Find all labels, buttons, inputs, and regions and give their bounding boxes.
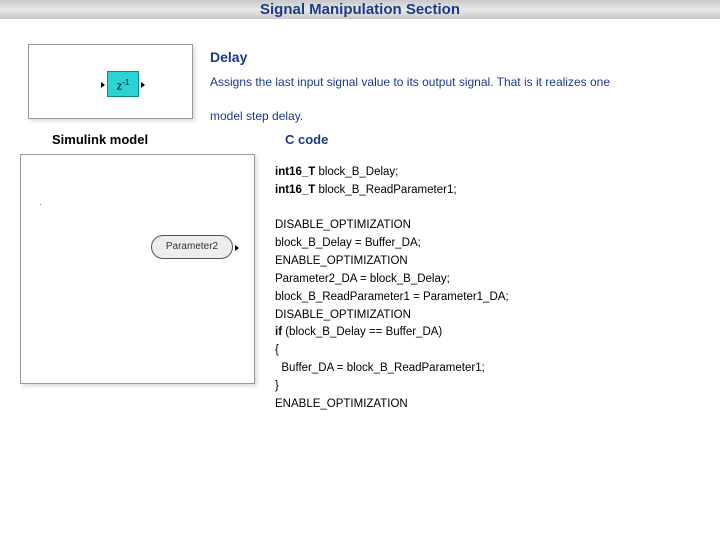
code-line: block_B_ReadParameter1 = Parameter1_DA; [275, 289, 685, 307]
code-text: Parameter2_DA = block_B_Delay; [275, 273, 450, 285]
code-line: int16_T block_B_Delay; [275, 164, 685, 182]
output-port-icon [141, 82, 145, 88]
block-description-2: model step delay. [210, 109, 690, 123]
simulink-diagram-delay: z-1 [28, 44, 193, 119]
code-keyword: int16_T [275, 184, 315, 196]
code-text: block_B_Delay; [315, 166, 398, 178]
block-description-1: Assigns the last input signal value to i… [210, 74, 690, 91]
simulink-model-label: Simulink model [52, 132, 148, 147]
code-line: if (block_B_Delay == Buffer_DA) [275, 324, 685, 342]
c-code-listing: int16_T block_B_Delay;int16_T block_B_Re… [275, 164, 685, 413]
code-line: int16_T block_B_ReadParameter1; [275, 182, 685, 200]
parameter-port-icon [235, 245, 239, 251]
code-keyword: if [275, 326, 282, 338]
code-text: block_B_Delay = Buffer_DA; [275, 237, 421, 249]
code-line [275, 200, 685, 218]
code-text: DISABLE_OPTIMIZATION [275, 309, 411, 321]
code-text: DISABLE_OPTIMIZATION [275, 219, 411, 231]
diagram-marker: · [39, 199, 42, 209]
simulink-diagram-parameter: · Parameter2 [20, 154, 255, 384]
code-line: DISABLE_OPTIMIZATION [275, 217, 685, 235]
code-line: ENABLE_OPTIMIZATION [275, 396, 685, 414]
section-title: Signal Manipulation Section [260, 1, 460, 18]
code-text: block_B_ReadParameter1 = Parameter1_DA; [275, 291, 509, 303]
code-text: Buffer_DA = block_B_ReadParameter1; [275, 362, 485, 374]
code-text: ENABLE_OPTIMIZATION [275, 398, 408, 410]
code-text: { [275, 344, 279, 356]
parameter-block: Parameter2 [151, 235, 233, 259]
code-line: block_B_Delay = Buffer_DA; [275, 235, 685, 253]
input-port-icon [101, 82, 105, 88]
delay-exponent: -1 [122, 78, 129, 87]
code-text: } [275, 380, 279, 392]
c-code-label: C code [285, 132, 328, 147]
code-line: DISABLE_OPTIMIZATION [275, 307, 685, 325]
code-line: Parameter2_DA = block_B_Delay; [275, 271, 685, 289]
code-text: block_B_ReadParameter1; [315, 184, 456, 196]
section-header: Signal Manipulation Section [0, 0, 720, 19]
code-line: } [275, 378, 685, 396]
code-keyword: int16_T [275, 166, 315, 178]
code-line: ENABLE_OPTIMIZATION [275, 253, 685, 271]
delay-block: z-1 [107, 71, 139, 97]
code-text: ENABLE_OPTIMIZATION [275, 255, 408, 267]
code-line: Buffer_DA = block_B_ReadParameter1; [275, 360, 685, 378]
code-text: (block_B_Delay == Buffer_DA) [282, 326, 442, 338]
code-line: { [275, 342, 685, 360]
block-title: Delay [210, 49, 247, 65]
